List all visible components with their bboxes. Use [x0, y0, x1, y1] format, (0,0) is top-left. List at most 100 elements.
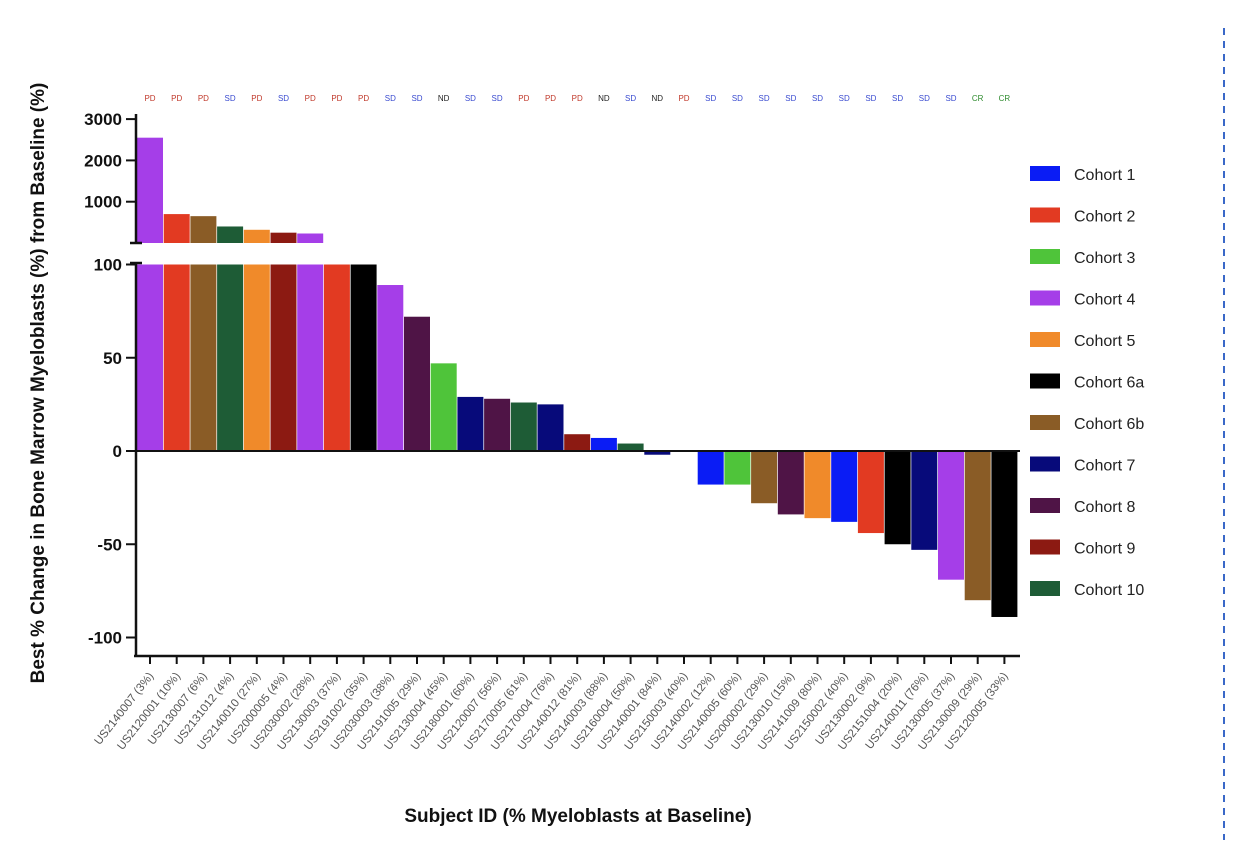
response-label: PD — [572, 94, 583, 103]
bar-upper — [270, 232, 297, 243]
bar — [938, 451, 964, 580]
y-tick-label: 1000 — [84, 193, 122, 212]
bar — [991, 451, 1018, 617]
response-label: PD — [678, 94, 689, 103]
response-labels: PD PD PD SD PD SD PD PD PD SD SD ND SD SD PD PD PD ND SD ND… — [144, 94, 1010, 103]
legend-label: Cohort 6b — [1074, 416, 1144, 433]
y-tick-label: -50 — [97, 535, 122, 554]
bar — [190, 264, 217, 451]
bar — [510, 402, 537, 451]
bar — [243, 264, 270, 451]
legend-swatch — [1030, 373, 1060, 389]
legend-label: Cohort 7 — [1074, 458, 1135, 475]
response-label: SD — [625, 94, 636, 103]
bar — [217, 264, 244, 451]
bar — [270, 264, 297, 451]
response-label: CR — [999, 94, 1011, 103]
legend-label: Cohort 10 — [1074, 582, 1144, 599]
response-label: SD — [785, 94, 796, 103]
bar — [163, 264, 190, 451]
legend-label: Cohort 3 — [1074, 250, 1135, 267]
response-label: ND — [652, 94, 664, 103]
bar — [777, 451, 804, 515]
bar — [831, 451, 858, 522]
bar-upper — [243, 229, 270, 243]
bar — [964, 451, 991, 601]
y-tick-label: 3000 — [84, 110, 122, 129]
response-label: CR — [972, 94, 984, 103]
response-label: SD — [492, 94, 503, 103]
bar — [323, 264, 350, 451]
response-label: SD — [919, 94, 930, 103]
y-tick-label: 0 — [113, 442, 122, 461]
bar — [457, 396, 484, 451]
legend-swatch — [1030, 249, 1060, 264]
y-axis-title: Best % Change in Bone Marrow Myeloblasts… — [28, 83, 49, 684]
bar — [564, 434, 591, 451]
response-label: SD — [705, 94, 716, 103]
bar — [697, 451, 724, 485]
bar — [644, 451, 671, 455]
bar — [884, 451, 911, 545]
response-label: SD — [812, 94, 823, 103]
legend-swatch — [1030, 415, 1060, 430]
response-label: SD — [759, 94, 770, 103]
bar — [430, 363, 457, 451]
y-tick-label: 100 — [94, 256, 122, 275]
response-label: PD — [251, 94, 262, 103]
response-label: PD — [305, 94, 316, 103]
legend-label: Cohort 2 — [1074, 209, 1135, 226]
response-label: PD — [331, 94, 342, 103]
legend-label: Cohort 5 — [1074, 333, 1135, 350]
response-label: SD — [732, 94, 743, 103]
legend-swatch — [1030, 166, 1060, 181]
bar — [350, 264, 377, 451]
response-label: PD — [358, 94, 369, 103]
bar — [537, 404, 564, 451]
legend-swatch — [1030, 498, 1060, 513]
response-label: SD — [278, 94, 289, 103]
legend: Cohort 1 Cohort 2 Cohort 3 Cohort 4 Cohort 5… — [1030, 166, 1144, 599]
response-label: SD — [385, 94, 396, 103]
legend-label: Cohort 6a — [1074, 375, 1144, 392]
bar-upper — [217, 226, 244, 243]
bar — [297, 264, 324, 451]
bar-upper — [190, 216, 217, 243]
legend-label: Cohort 8 — [1074, 499, 1135, 516]
bar — [804, 451, 831, 519]
bar — [484, 398, 511, 451]
bar-upper — [137, 137, 163, 243]
bars — [137, 137, 1018, 617]
legend-label: Cohort 9 — [1074, 541, 1135, 558]
y-tick-label: -100 — [88, 629, 122, 648]
legend-swatch — [1030, 456, 1060, 472]
bar — [590, 437, 617, 451]
bar — [377, 285, 404, 451]
bar-upper — [163, 214, 190, 243]
bar — [911, 451, 938, 550]
response-label: SD — [411, 94, 422, 103]
response-label: SD — [225, 94, 236, 103]
response-label: PD — [518, 94, 529, 103]
bar — [857, 451, 884, 534]
axes: 1000 2000 3000 -100 -50 0 50 100 — [84, 110, 1020, 664]
legend-swatch — [1030, 207, 1060, 223]
y-tick-label: 50 — [103, 349, 122, 368]
legend-swatch — [1030, 581, 1060, 596]
legend-swatch — [1030, 290, 1060, 306]
legend-swatch — [1030, 332, 1060, 347]
response-label: SD — [839, 94, 850, 103]
bar — [751, 451, 778, 504]
y-tick-label: 2000 — [84, 151, 122, 170]
response-label: SD — [892, 94, 903, 103]
response-label: ND — [598, 94, 610, 103]
response-label: ND — [438, 94, 450, 103]
bar — [137, 264, 163, 451]
response-label: SD — [945, 94, 956, 103]
bar — [724, 451, 751, 485]
x-axis-title: Subject ID (% Myeloblasts at Baseline) — [404, 806, 751, 827]
response-label: SD — [465, 94, 476, 103]
response-label: PD — [171, 94, 182, 103]
response-label: SD — [865, 94, 876, 103]
